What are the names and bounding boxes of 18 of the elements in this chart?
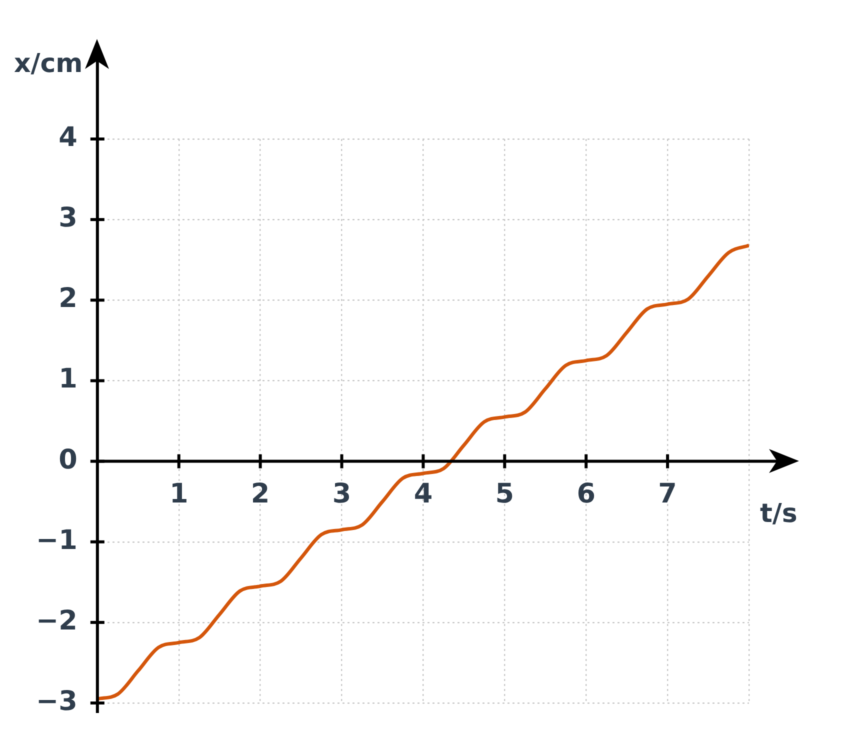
- y-axis-title: x/cm: [14, 48, 83, 80]
- x-tick-label: 1: [169, 478, 188, 510]
- y-tick-label: 1: [58, 364, 78, 395]
- x-tick-label: 6: [576, 478, 596, 510]
- x-tick-label: 3: [332, 478, 352, 510]
- x-tick-label: 4: [414, 478, 433, 510]
- y-tick-label: −2: [36, 605, 78, 636]
- y-tick-label: 0: [58, 444, 78, 476]
- y-tick-label: 4: [58, 122, 78, 154]
- x-tick-label: 2: [250, 478, 270, 510]
- x-tick-label: 7: [658, 478, 677, 510]
- x-axis-title: t/s: [760, 498, 798, 530]
- line-series: [97, 244, 749, 701]
- y-tick-label: −3: [36, 686, 78, 718]
- y-tick-label: 3: [58, 202, 78, 234]
- y-tick-label: −1: [36, 524, 78, 556]
- x-tick-label: 5: [495, 478, 514, 510]
- y-tick-label: 2: [58, 283, 78, 314]
